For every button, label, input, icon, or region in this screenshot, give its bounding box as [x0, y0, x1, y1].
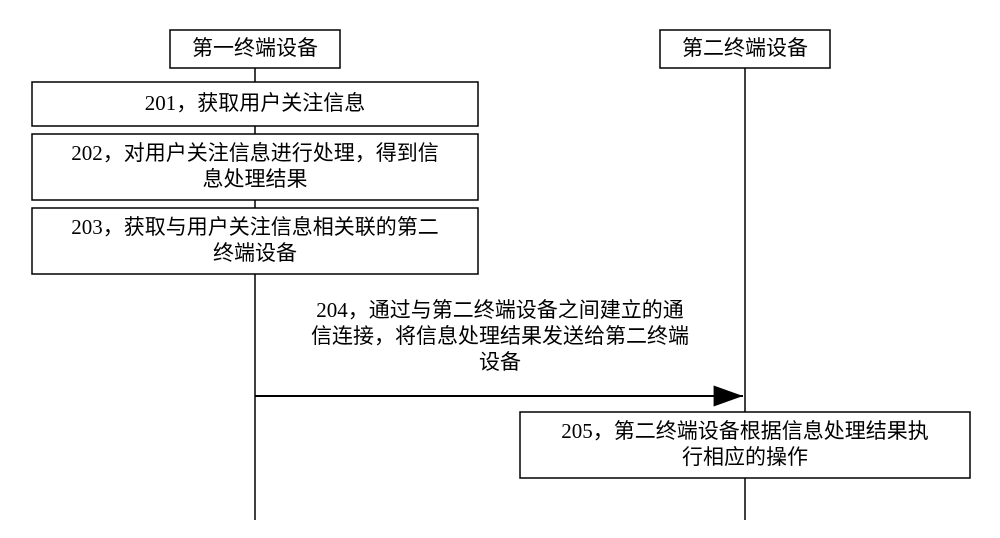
terminal-2-header: 第二终端设备 [660, 30, 830, 68]
step-202-text: 202，对用户关注信息进行处理，得到信 [71, 141, 439, 165]
msg-204: 204，通过与第二终端设备之间建立的通信连接，将信息处理结果发送给第二终端设备 [255, 298, 743, 396]
terminal-1-header: 第一终端设备 [170, 30, 340, 68]
step-205-text: 行相应的操作 [682, 445, 808, 469]
step-203-text: 终端设备 [213, 241, 297, 265]
terminal-1-header-label: 第一终端设备 [192, 36, 318, 60]
step-202: 202，对用户关注信息进行处理，得到信息处理结果 [32, 134, 478, 200]
step-203-text: 203，获取与用户关注信息相关联的第二 [71, 215, 439, 239]
step-203: 203，获取与用户关注信息相关联的第二终端设备 [32, 208, 478, 274]
msg-204-text: 设备 [479, 350, 521, 374]
msg-204-text: 信连接，将信息处理结果发送给第二终端 [311, 324, 689, 348]
step-205: 205，第二终端设备根据信息处理结果执行相应的操作 [520, 412, 970, 478]
msg-204-text: 204，通过与第二终端设备之间建立的通 [316, 298, 684, 322]
step-205-text: 205，第二终端设备根据信息处理结果执 [561, 419, 929, 443]
step-201: 201，获取用户关注信息 [32, 82, 478, 126]
terminal-2-header-label: 第二终端设备 [682, 36, 808, 60]
step-202-text: 息处理结果 [203, 167, 308, 191]
step-201-text: 201，获取用户关注信息 [145, 91, 366, 115]
